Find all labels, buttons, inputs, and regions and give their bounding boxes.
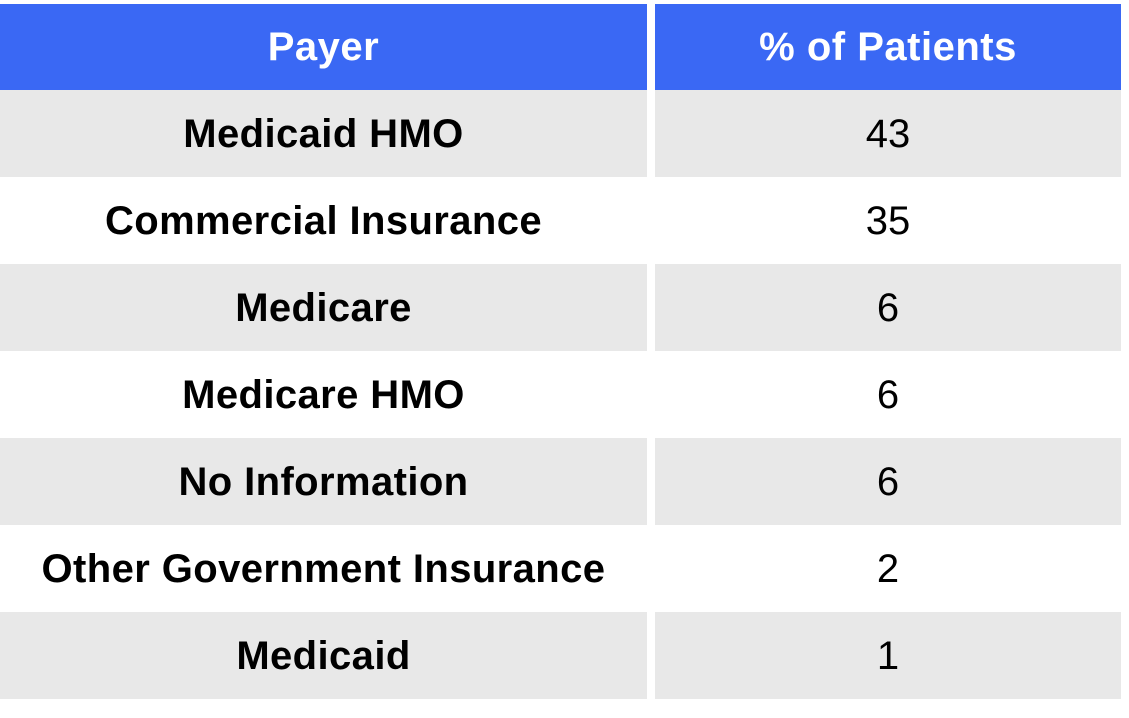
table-cell-percent-3: 6 [655, 264, 1121, 351]
table-cell-percent-2: 35 [655, 177, 1121, 264]
table-cell-payer-6: Other Government Insurance [0, 525, 647, 612]
table-cell-payer-2: Commercial Insurance [0, 177, 647, 264]
column-header-payer: Payer [0, 4, 647, 90]
table-cell-percent-5: 6 [655, 438, 1121, 525]
table-cell-percent-6: 2 [655, 525, 1121, 612]
table-cell-payer-7: Medicaid [0, 612, 647, 699]
table-cell-payer-5: No Information [0, 438, 647, 525]
table-cell-payer-3: Medicare [0, 264, 647, 351]
payer-table: Payer % of Patients Medicaid HMO 43 Comm… [0, 4, 1121, 699]
table-cell-percent-7: 1 [655, 612, 1121, 699]
column-header-percent-of-patients: % of Patients [655, 4, 1121, 90]
table-cell-payer-1: Medicaid HMO [0, 90, 647, 177]
table-cell-payer-4: Medicare HMO [0, 351, 647, 438]
table-cell-percent-1: 43 [655, 90, 1121, 177]
table-cell-percent-4: 6 [655, 351, 1121, 438]
